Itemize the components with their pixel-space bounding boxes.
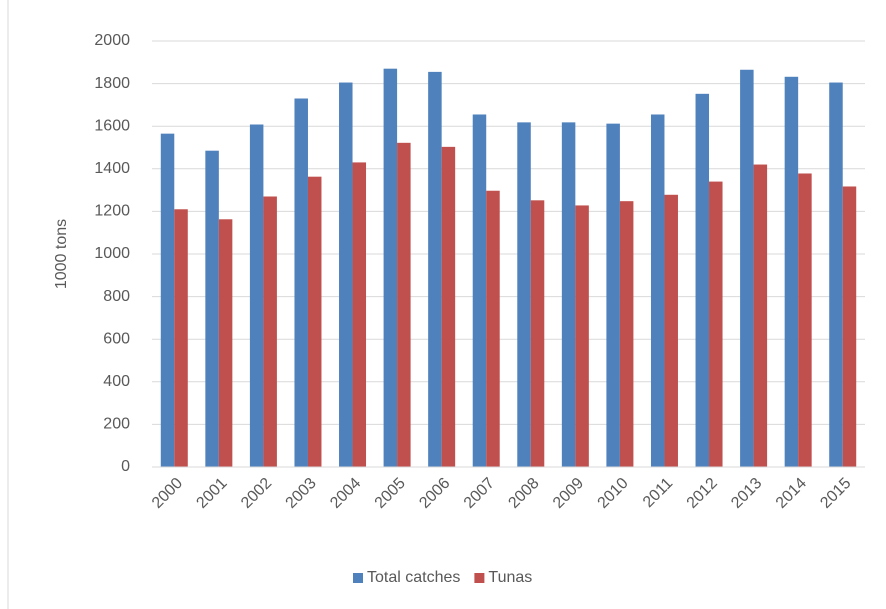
- x-tick-label: 2013: [728, 475, 765, 512]
- bar: [486, 190, 500, 467]
- y-axis-label: 1000 tons: [53, 219, 70, 289]
- bar: [517, 122, 531, 467]
- bar: [606, 123, 620, 468]
- x-tick-label: 2001: [193, 475, 230, 512]
- bar: [428, 71, 442, 467]
- bar: [798, 173, 812, 467]
- x-tick-label: 2004: [327, 475, 364, 512]
- bar: [205, 150, 219, 467]
- y-tick-label: 1400: [94, 160, 130, 177]
- bar: [740, 69, 754, 467]
- y-tick-label: 800: [103, 288, 130, 305]
- bar: [753, 164, 768, 468]
- bar: [339, 82, 353, 467]
- x-tick-label: 2000: [149, 475, 186, 512]
- legend-label: Tunas: [488, 569, 532, 586]
- bar: [709, 181, 723, 467]
- y-tick-label: 2000: [94, 32, 130, 49]
- x-tick-label: 2006: [416, 475, 453, 512]
- y-tick-label: 1800: [94, 75, 130, 92]
- x-tick-label: 2014: [773, 475, 810, 512]
- bar: [441, 146, 456, 467]
- x-tick-label: 2002: [238, 475, 275, 512]
- bar: [530, 200, 545, 467]
- y-tick-label: 1600: [94, 117, 130, 134]
- bar: [307, 176, 322, 467]
- x-tick-label: 2009: [550, 475, 587, 512]
- bar: [249, 124, 264, 467]
- bar: [174, 209, 188, 467]
- y-tick-label: 0: [121, 458, 130, 475]
- bar: [160, 133, 175, 467]
- x-tick-label: 2008: [505, 475, 542, 512]
- x-tick-label: 2012: [684, 475, 721, 512]
- bar: [561, 122, 576, 467]
- x-tick-label: 2011: [640, 475, 676, 511]
- x-tick-label: 2007: [461, 475, 498, 512]
- bar: [829, 82, 843, 467]
- bar: [218, 219, 233, 467]
- bar: [263, 196, 277, 468]
- bar: [383, 68, 398, 467]
- bar: [664, 194, 678, 467]
- legend-swatch: [353, 573, 363, 583]
- bar: [294, 98, 308, 467]
- y-tick-label: 200: [103, 416, 130, 433]
- y-tick-label: 1200: [94, 203, 130, 220]
- bar: [575, 205, 589, 467]
- bar: [695, 93, 710, 467]
- bar: [650, 114, 665, 468]
- x-tick-label: 2015: [817, 475, 854, 512]
- legend-swatch: [474, 573, 485, 583]
- y-tick-label: 1000: [94, 245, 130, 262]
- bar: [842, 186, 857, 467]
- bar: [784, 76, 799, 467]
- x-tick-label: 2003: [283, 475, 320, 512]
- legend-label: Total catches: [367, 569, 460, 586]
- y-tick-label: 600: [103, 330, 130, 347]
- bar: [397, 142, 411, 467]
- bar: [352, 162, 367, 467]
- bar: [619, 201, 634, 467]
- y-tick-label: 400: [103, 373, 130, 390]
- bar: [472, 114, 487, 468]
- x-tick-label: 2005: [372, 475, 409, 512]
- x-tick-label: 2010: [595, 475, 632, 512]
